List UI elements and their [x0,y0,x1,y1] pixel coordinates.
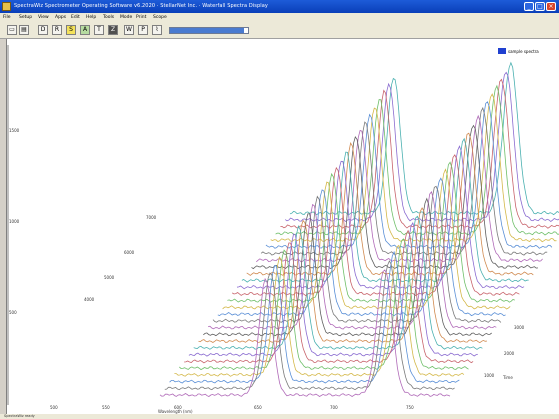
app-icon [2,2,11,11]
menu-view[interactable]: View [38,15,49,20]
reference-button[interactable]: R [52,25,62,35]
save-file-button[interactable]: ▤ [19,25,29,35]
menu-tools[interactable]: Tools [103,15,115,20]
waterfall-plot-area [6,39,559,414]
title-bar: SpectraWiz Spectrometer Operating Softwa… [0,0,559,13]
menu-mode[interactable]: Mode [120,15,133,20]
transmission-mode-button[interactable]: T [94,25,104,35]
progress-fill [170,28,245,33]
absorbance-mode-button[interactable]: A [80,25,90,35]
open-file-button[interactable]: ▭ [7,25,17,35]
menu-apps[interactable]: Apps [55,15,67,20]
menu-print[interactable]: Print [136,15,147,20]
legend-label: sample spectra [508,49,539,54]
status-text: SpectraWiz ready [4,414,35,418]
menu-scope[interactable]: Scope [153,15,167,20]
menu-edit[interactable]: Edit [71,15,80,20]
menu-help[interactable]: Help [86,15,97,20]
print-button[interactable]: P [138,25,148,35]
legend-swatch [498,48,506,54]
menu-setup[interactable]: Setup [19,15,33,20]
zoom-button[interactable]: Z [108,25,118,35]
window-title: SpectraWiz Spectrometer Operating Softwa… [14,3,268,9]
dark-button[interactable]: D [38,25,48,35]
chart-legend: sample spectra [496,47,556,55]
menu-bar: File Setup View Apps Edit Help Tools Mod… [0,13,559,22]
maximize-button[interactable]: □ [535,2,545,11]
close-button[interactable]: × [546,2,556,11]
toolbar: ▭ ▤ D R S A T Z W P ⌇ [0,22,559,39]
scope-mode-button[interactable]: S [66,25,76,35]
menu-file[interactable]: File [3,15,11,20]
chart-button[interactable]: ⌇ [152,25,162,35]
status-bar: SpectraWiz ready [0,414,559,419]
waterfall-button[interactable]: W [124,25,134,35]
acquisition-progress-bar [169,27,249,34]
minimize-button[interactable]: _ [524,2,534,11]
